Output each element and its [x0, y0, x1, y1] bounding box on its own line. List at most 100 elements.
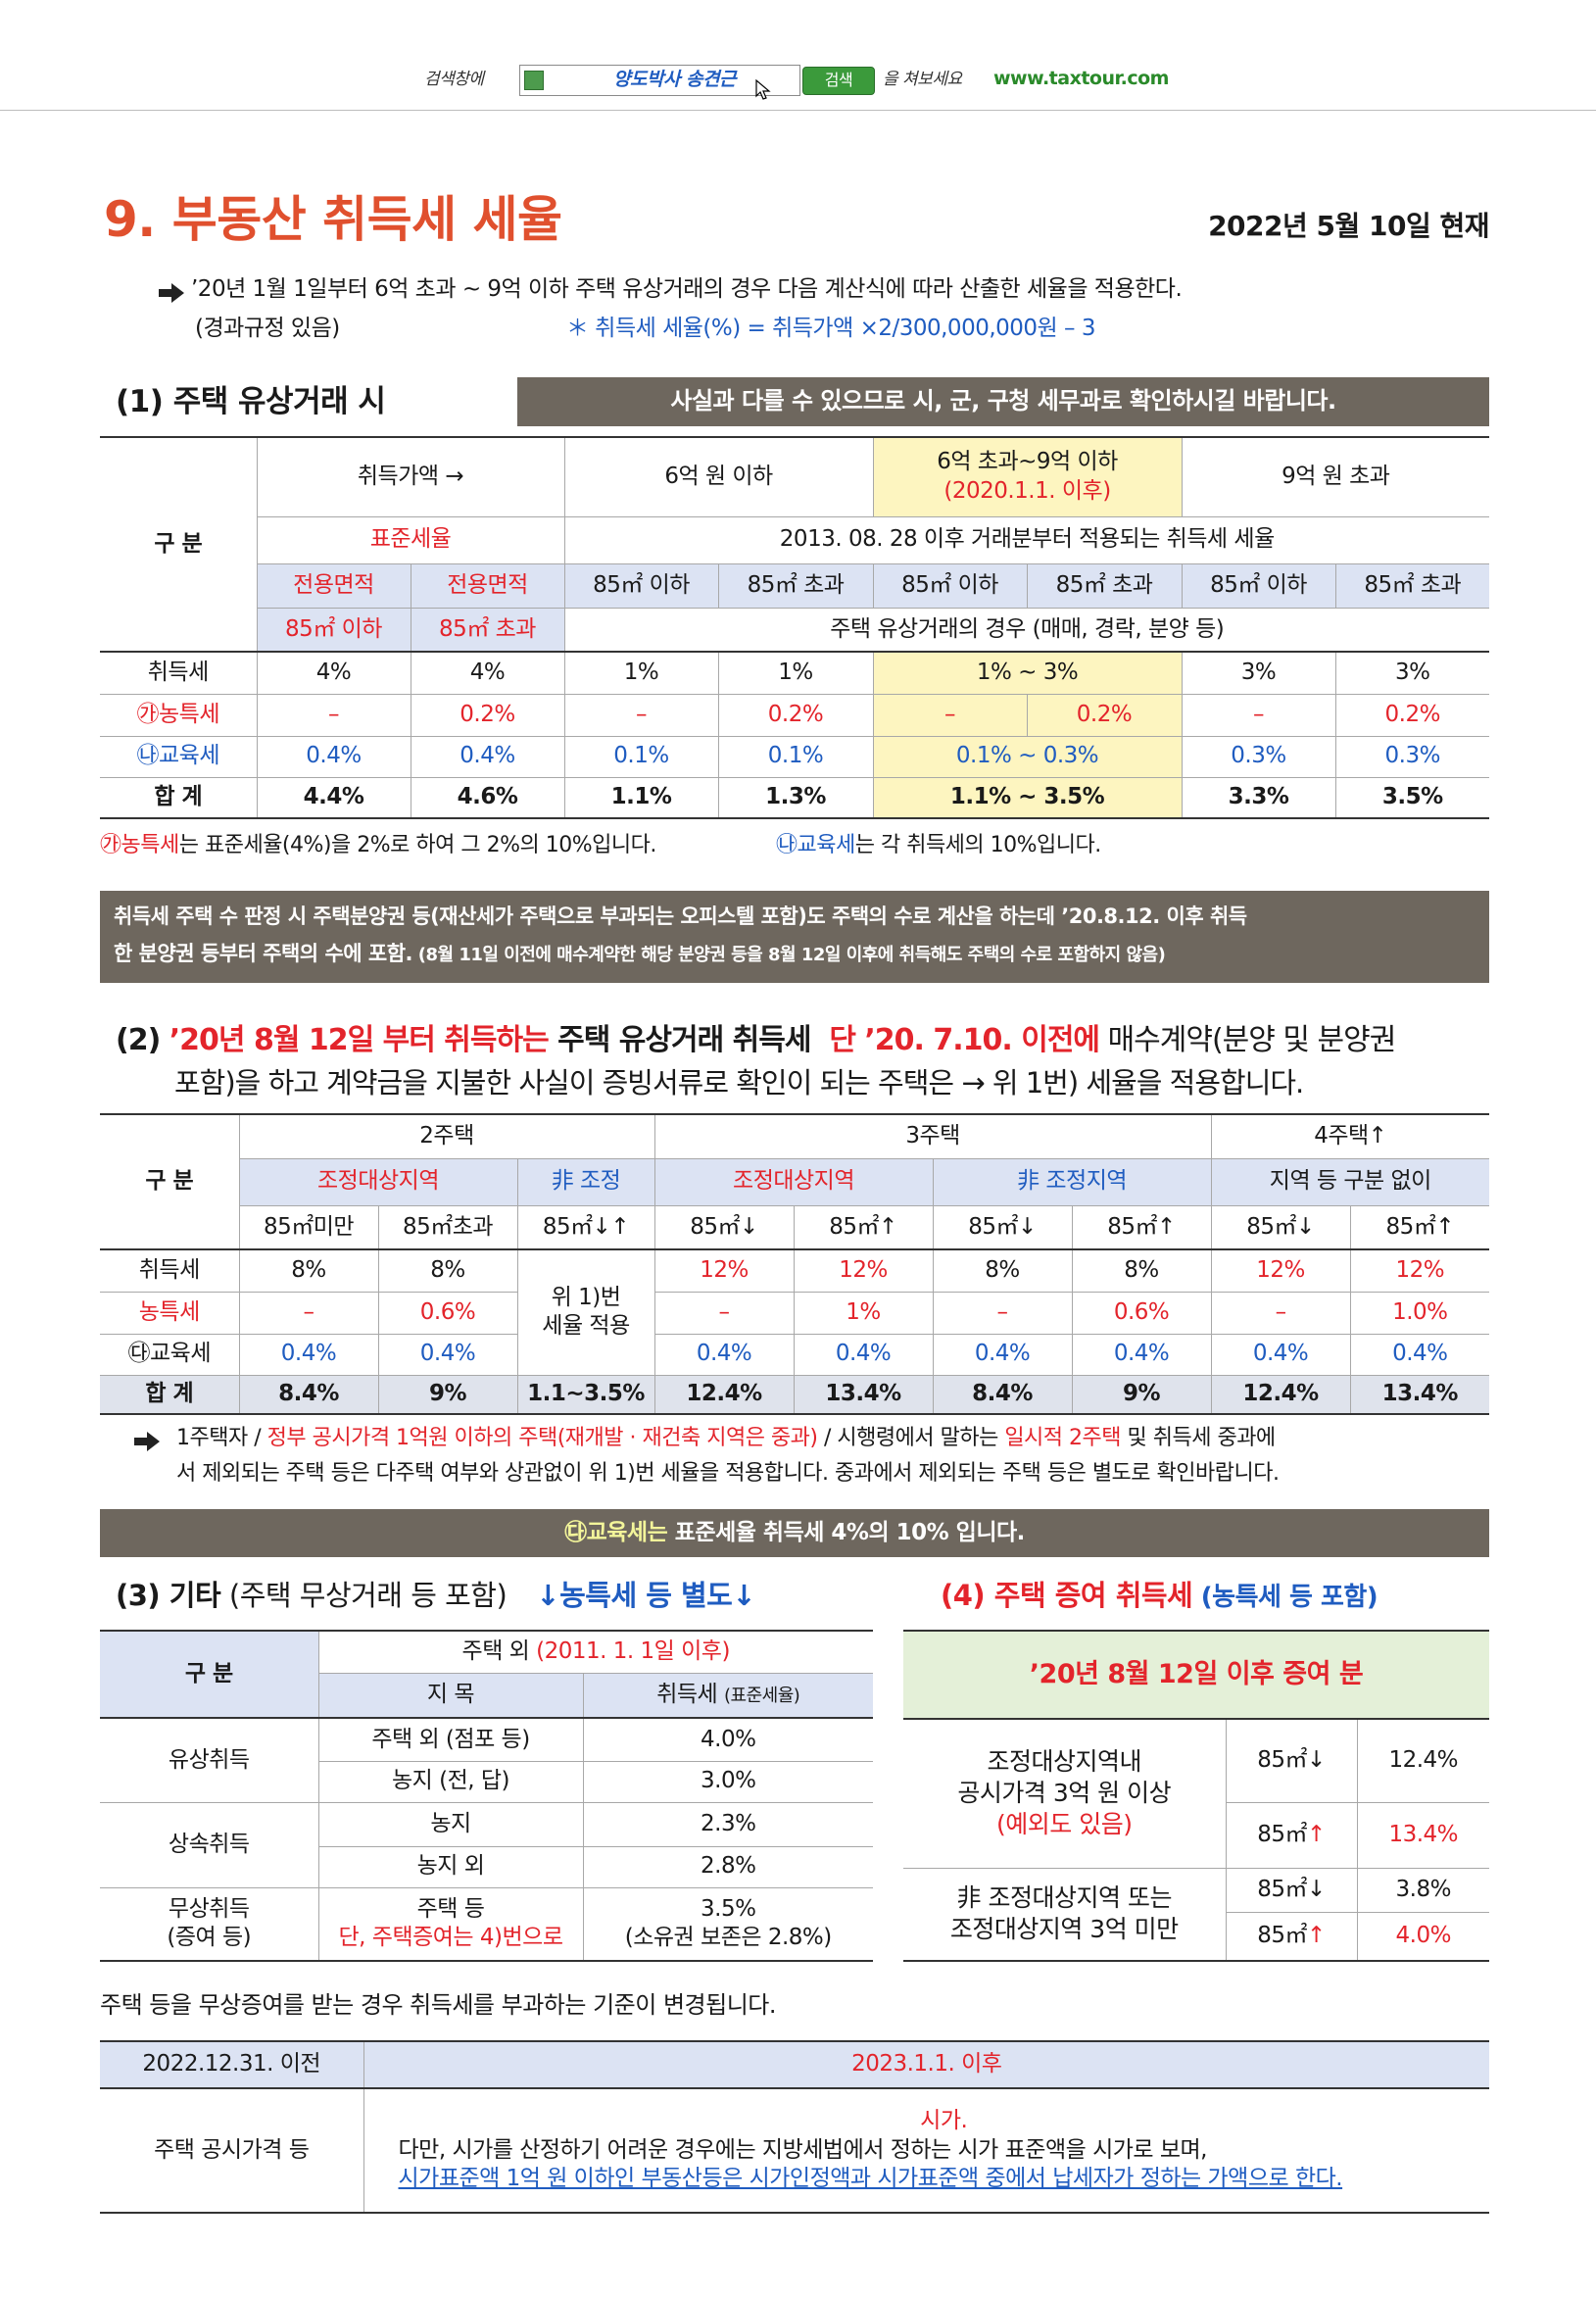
heading-part: (4) 주택 증여 취득세 [941, 1579, 1193, 1612]
table-cell: 12% [793, 1248, 934, 1293]
table-cell: 1.1% ~ 3.5% [872, 776, 1183, 819]
table-cell: 85㎡ 이하 [256, 607, 411, 653]
table-cell: ㉮농특세 [100, 693, 258, 737]
cell-text: 조정대상지역 3억 미만 [949, 1915, 1179, 1944]
table: 구 분 주택 외 (2011. 1. 1일 이후) 지 목 취득세 (표준세율) 유상취… [100, 1630, 873, 1962]
site-url: www.taxtour.com [993, 68, 1169, 89]
cell-text: 주택 등 [416, 1895, 485, 1922]
table-row: 조정대상지역내 공시가격 3억 원 이상 (예외도 있음) 85㎡↓ 12.4% [903, 1718, 1490, 1869]
table-cell: 85㎡↑ [1349, 1204, 1490, 1250]
table-cell: 非 조정지역 [932, 1157, 1212, 1206]
cell-text: 공시가격 3억 원 이상 [957, 1779, 1172, 1808]
cell-text: ↑ [1307, 1923, 1326, 1949]
heading-part: 매수계약(분양 및 분양권 [1099, 1023, 1397, 1057]
heading-part: 주택 유상거래 취득세 [548, 1023, 830, 1057]
table-cell: 非 조정 [516, 1157, 655, 1206]
table-cell: 12.4% [653, 1374, 795, 1415]
cell-text: 85㎡ [1257, 1747, 1307, 1774]
bar-text: ㉰교육세는 표준세율 취득세 4%의 10% 입니다. [100, 1520, 1489, 1547]
search-prefix: 검색창에 [424, 70, 484, 89]
table-cell: 85㎡↓ [653, 1204, 795, 1250]
info-bar: ㉰교육세는 표준세율 취득세 4%의 10% 입니다. [100, 1509, 1489, 1557]
table-cell: 0.4% [238, 1333, 379, 1376]
table-cell: 0.4% [1210, 1333, 1351, 1376]
table-cell: – [256, 693, 411, 737]
table-cell: 85㎡↓ [1225, 1718, 1358, 1803]
table-cell: 13.4% [793, 1374, 934, 1415]
table-cell: 구 분 [100, 1113, 240, 1250]
table-cell: 13.4% [1356, 1801, 1490, 1869]
cell-text: (예외도 있음) [996, 1810, 1133, 1839]
table-cell: 주택 유상거래의 경우 (매매, 경락, 분양 등) [563, 607, 1490, 653]
note: ㉮농특세는 표준세율(4%)을 2%로 하여 그 2%의 10%입니다. [100, 833, 656, 858]
heading-part: ↓농특세 등 별도↓ [536, 1579, 756, 1612]
cell-text: (2011. 1. 1일 이후) [536, 1638, 730, 1665]
table-cell: 조정대상지역 [653, 1157, 934, 1206]
table-cell: 85㎡ 이하 [563, 562, 719, 609]
notice: 주택 등을 무상증여를 받는 경우 취득세를 부과하는 기준이 변경됩니다. [100, 1991, 776, 2019]
table: 2022.12.31. 이전 2023.1.1. 이후 주택 공시가격 등 시가. 다만… [100, 2040, 1489, 2214]
table-cell: 1.1% [563, 776, 719, 819]
table-row: 취득세 8% 8% 위 1)번 세율 적용 12% 12% 8% 8% 12% 12% [100, 1248, 1490, 1376]
table-cell: 85㎡↑ [793, 1204, 934, 1250]
table-cell: 非 조정대상지역 또는 조정대상지역 3억 미만 [903, 1867, 1227, 1962]
table-row: 합 계 4.4% 4.6% 1.1% 1.3% 1.1% ~ 3.5% 3.3% 3.5% [100, 776, 1490, 819]
note: ㉯교육세는 각 취득세의 10%입니다. [776, 833, 1101, 858]
table-cell: 주택 등 단, 주택증여는 4)번으로 [317, 1886, 584, 1962]
table-cell: 4.4% [256, 776, 411, 819]
table-cell: 8% [932, 1248, 1073, 1293]
table-cell: 농특세 [100, 1291, 240, 1335]
search-box[interactable]: 양도박사 송견근 [519, 65, 800, 96]
table-cell: 합 계 [100, 776, 258, 819]
table-row: 조정대상지역 非 조정 조정대상지역 非 조정지역 지역 등 구분 없이 [100, 1157, 1490, 1206]
element [159, 283, 184, 303]
table-cell: 0.4% [653, 1333, 795, 1376]
table-row: 非 조정대상지역 또는 조정대상지역 3억 미만 85㎡↓ 3.8% [903, 1867, 1490, 1962]
table-cell: 3% [1334, 651, 1490, 695]
page-title: 9. 부동산 취득세 세율 [104, 191, 562, 248]
table-cell: 농지 [317, 1801, 584, 1847]
note-text: / 시행령에서 말하는 [817, 1426, 1005, 1450]
table-cell: 조정대상지역내 공시가격 3억 원 이상 (예외도 있음) [903, 1718, 1227, 1869]
table-cell: 전용면적 [256, 562, 411, 609]
dropdown-icon [524, 71, 544, 90]
element [134, 1432, 160, 1451]
table-cell: 0.1% [563, 735, 719, 778]
table-row: 구 분 주택 외 (2011. 1. 1일 이후) [100, 1630, 873, 1719]
table-cell: 지 목 [317, 1672, 584, 1719]
table-cell: 1.0% [1349, 1291, 1490, 1335]
table-cell: 지역 등 구분 없이 [1210, 1157, 1490, 1206]
table-cell: 취득세 [100, 651, 258, 695]
table-body: ’20년 8월 12일 이후 증여 분 조정대상지역내 공시가격 3억 원 이상 (예… [903, 1630, 1490, 1962]
cell-text: ↓ [1307, 1747, 1326, 1774]
table-cell: 무상취득 (증여 등) [100, 1886, 319, 1962]
table-cell: 85㎡ 초과 [1026, 562, 1183, 609]
search-button[interactable]: 검색 [802, 67, 875, 95]
note-term: ㉮농특세 [100, 833, 179, 857]
table-cell: 구 분 [100, 1630, 319, 1719]
table-cell: 9억 원 초과 [1181, 436, 1490, 517]
cell-text: 6억 초과~9억 이하 [937, 449, 1118, 475]
table: 구 분 취득가액 → 6억 원 이하 6억 초과~9억 이하 (2020.1.1. 이후… [100, 436, 1490, 819]
table-cell: 85㎡↓ [1225, 1867, 1358, 1913]
section-heading: (4) 주택 증여 취득세 (농특세 등 포함) [941, 1579, 1378, 1613]
table-cell: 6억 초과~9억 이하 (2020.1.1. 이후) [872, 436, 1183, 517]
arrow-icon [134, 1432, 160, 1451]
table-cell: 0.6% [377, 1291, 518, 1335]
table-cell: – [872, 693, 1028, 737]
box-text: 취득세 주택 수 판정 시 주택분양권 등(재산세가 주택으로 부과되는 오피스… [114, 904, 1247, 928]
table-cell: 0.3% [1334, 735, 1490, 778]
table-cell: ㉰교육세 [100, 1333, 240, 1376]
cell-text: 85㎡ [1257, 1876, 1307, 1902]
cell-text: 3.5% [701, 1895, 756, 1922]
table-row: 지 목 취득세 (표준세율) [100, 1672, 873, 1719]
table-cell: 9% [377, 1374, 518, 1415]
table-cell: 2.3% [582, 1801, 873, 1847]
table-cell: 12.4% [1356, 1718, 1490, 1803]
table-cell: – [563, 693, 719, 737]
table-cell: – [1181, 693, 1336, 737]
table-cell: 취득세 [100, 1248, 240, 1293]
table-row: 취득세 4% 4% 1% 1% 1% ~ 3% 3% 3% [100, 651, 1490, 695]
table-cell: 3.5% [1334, 776, 1490, 819]
